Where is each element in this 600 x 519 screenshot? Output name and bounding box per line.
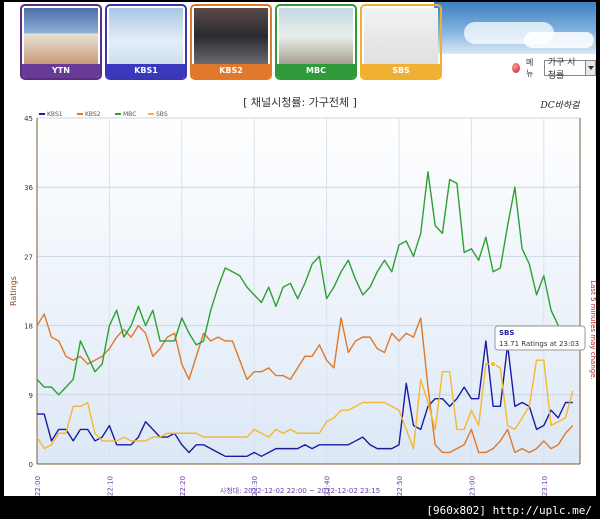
- y2-axis-label: Last 5 minutes may change.: [589, 280, 597, 380]
- channel-label: KBS2: [192, 64, 270, 78]
- plot-area: [37, 118, 580, 464]
- legend-label: MBC: [123, 111, 136, 118]
- rating-type-select[interactable]: 가구 시청률: [543, 58, 596, 81]
- select-value: 가구 시청률: [547, 58, 576, 81]
- tooltip-text: 13.71 Ratings at 23:03: [499, 340, 579, 348]
- legend-label: KBS2: [85, 111, 101, 118]
- channel-tab-ytn[interactable]: YTN: [20, 4, 102, 80]
- y-tick-label: 0: [29, 461, 33, 469]
- x-axis-label: 시청대: 2012-12-02 22:00 ~ 2012-12-02 23:15: [220, 487, 380, 495]
- channel-label: SBS: [362, 64, 440, 78]
- sky-banner: [434, 2, 596, 54]
- channel-tab-kbs1[interactable]: KBS1: [105, 4, 187, 80]
- legend-label: SBS: [156, 111, 168, 118]
- cloud-shape: [524, 32, 594, 48]
- channel-thumbnail: [364, 8, 438, 64]
- x-tick-label: 22:00: [34, 476, 42, 496]
- y-axis-label: Ratings: [9, 276, 18, 306]
- channel-thumbnail: [109, 8, 183, 64]
- chevron-down-icon[interactable]: [585, 61, 595, 75]
- channel-thumbnail: [279, 8, 353, 64]
- x-tick-label: 22:40: [324, 476, 332, 496]
- x-tick-label: 22:20: [179, 476, 187, 496]
- menu-label[interactable]: 메뉴: [525, 58, 534, 78]
- series-line-mbc: [36, 171, 559, 396]
- series-line-sbs: [36, 359, 574, 450]
- channel-tab-kbs2[interactable]: KBS2: [190, 4, 272, 80]
- y-tick-label: 27: [24, 253, 33, 261]
- tooltip-box: [494, 325, 586, 351]
- channel-tab-sbs[interactable]: SBS: [360, 4, 442, 80]
- menu-icon[interactable]: [512, 63, 520, 73]
- x-tick-label: 22:50: [396, 476, 404, 496]
- y-tick-label: 18: [24, 323, 33, 331]
- channel-tab-mbc[interactable]: MBC: [275, 4, 357, 80]
- series-line-kbs1: [37, 340, 573, 458]
- y-tick-label: 36: [24, 184, 33, 192]
- channel-thumbnail: [194, 8, 268, 64]
- y-tick-label: 45: [24, 115, 33, 123]
- x-tick-label: 22:10: [106, 476, 114, 496]
- tooltip-marker: [490, 361, 497, 368]
- channel-label: MBC: [277, 64, 355, 78]
- tooltip-title: SBS: [499, 329, 514, 337]
- x-tick-label: 23:00: [468, 476, 476, 496]
- channel-label: YTN: [22, 64, 100, 78]
- legend-label: KBS1: [47, 111, 63, 118]
- channel-label: KBS1: [107, 64, 185, 78]
- chart-watermark: DC바하걸: [540, 100, 581, 111]
- chart-title: [ 채널시청률: 가구전체 ]: [243, 96, 357, 109]
- x-tick-label: 23:10: [541, 476, 549, 496]
- footer-text[interactable]: [960x802] http://uplc.me/: [426, 504, 592, 517]
- channel-thumbnail: [24, 8, 98, 64]
- y-tick-label: 9: [29, 392, 33, 400]
- menu-area: 메뉴 가구 시청률: [512, 58, 596, 81]
- x-tick-label: 22:30: [251, 476, 259, 496]
